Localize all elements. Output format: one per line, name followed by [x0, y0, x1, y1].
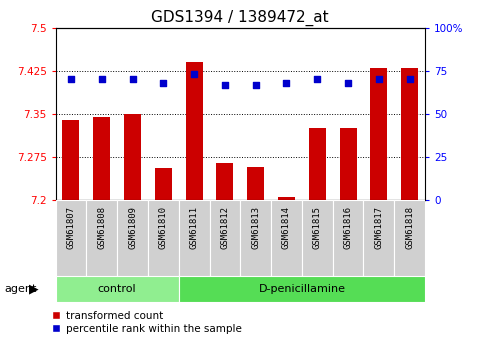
Bar [179, 200, 210, 276]
Point [375, 77, 383, 82]
Bar [56, 276, 179, 302]
Point [283, 80, 290, 86]
Text: GSM61817: GSM61817 [374, 206, 384, 249]
Bar [117, 200, 148, 276]
Bar [86, 200, 117, 276]
Bar [179, 276, 425, 302]
Title: GDS1394 / 1389472_at: GDS1394 / 1389472_at [152, 10, 329, 26]
Text: ▶: ▶ [29, 283, 39, 295]
Bar [364, 200, 394, 276]
Text: GSM61810: GSM61810 [159, 206, 168, 249]
Bar [56, 200, 86, 276]
Bar [210, 200, 240, 276]
Point [190, 71, 198, 77]
Bar [93, 117, 110, 200]
Text: GSM61818: GSM61818 [405, 206, 414, 249]
Text: GSM61812: GSM61812 [220, 206, 229, 249]
Bar [340, 128, 356, 200]
Bar [370, 68, 387, 200]
Point [128, 77, 136, 82]
Text: D-penicillamine: D-penicillamine [258, 284, 345, 294]
Bar [401, 68, 418, 200]
Bar [271, 200, 302, 276]
Point [406, 77, 413, 82]
Bar [302, 200, 333, 276]
Bar [216, 163, 233, 200]
Bar [240, 200, 271, 276]
Point [159, 80, 167, 86]
Bar [309, 128, 326, 200]
Point [344, 80, 352, 86]
Bar [333, 200, 364, 276]
Point [313, 77, 321, 82]
Bar [247, 167, 264, 200]
Point [252, 82, 259, 87]
Bar [185, 62, 202, 200]
Text: agent: agent [5, 284, 37, 294]
Legend: transformed count, percentile rank within the sample: transformed count, percentile rank withi… [51, 310, 242, 334]
Bar [394, 200, 425, 276]
Text: GSM61816: GSM61816 [343, 206, 353, 249]
Point [98, 77, 106, 82]
Text: GSM61811: GSM61811 [190, 206, 199, 249]
Text: GSM61815: GSM61815 [313, 206, 322, 249]
Text: GSM61807: GSM61807 [67, 206, 75, 249]
Text: GSM61814: GSM61814 [282, 206, 291, 249]
Bar [278, 197, 295, 200]
Bar [62, 120, 79, 200]
Point [67, 77, 75, 82]
Bar [155, 168, 172, 200]
Bar [148, 200, 179, 276]
Text: GSM61808: GSM61808 [97, 206, 106, 249]
Text: GSM61809: GSM61809 [128, 206, 137, 249]
Text: control: control [98, 284, 136, 294]
Bar [124, 114, 141, 200]
Text: GSM61813: GSM61813 [251, 206, 260, 249]
Point [221, 82, 229, 87]
